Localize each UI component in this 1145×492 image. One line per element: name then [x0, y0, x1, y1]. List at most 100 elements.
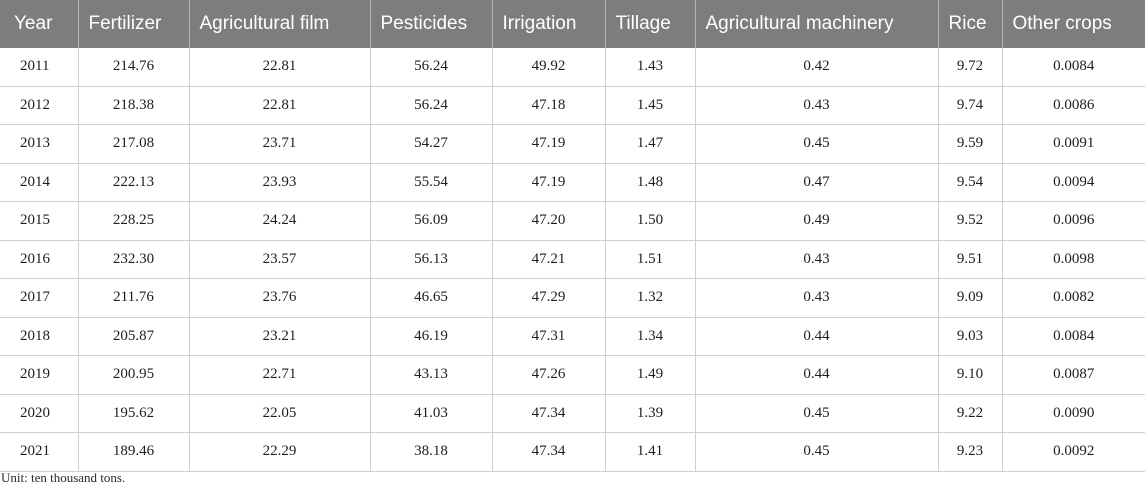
cell-other-crops: 0.0084	[1001, 48, 1145, 87]
cell-fertilizer: 195.62	[77, 394, 189, 433]
cell-agricultural-film: 23.21	[188, 317, 370, 356]
cell-year: 2018	[0, 317, 78, 356]
cell-agricultural-film: 23.57	[188, 240, 370, 279]
cell-rice: 9.54	[937, 163, 1002, 202]
header-cell-other-crops: Other crops	[1001, 0, 1145, 48]
cell-irrigation: 47.18	[491, 86, 605, 125]
cell-rice: 9.74	[937, 86, 1002, 125]
cell-other-crops: 0.0090	[1001, 394, 1145, 433]
cell-agricultural-machinery: 0.42	[694, 48, 938, 87]
cell-irrigation: 49.92	[491, 48, 605, 87]
table-body: 2011 214.76 22.81 56.24 49.92 1.43 0.42 9.72 0.0…	[0, 48, 1145, 472]
cell-agricultural-film: 24.24	[188, 201, 370, 241]
cell-pesticides: 56.09	[369, 201, 492, 241]
cell-agricultural-machinery: 0.49	[694, 201, 938, 241]
cell-agricultural-machinery: 0.43	[694, 240, 938, 279]
cell-fertilizer: 214.76	[77, 48, 189, 87]
cell-rice: 9.72	[937, 48, 1002, 87]
cell-fertilizer: 218.38	[77, 86, 189, 125]
header-cell-tillage: Tillage	[604, 0, 695, 48]
cell-other-crops: 0.0092	[1001, 432, 1145, 472]
header-cell-fertilizer: Fertilizer	[77, 0, 189, 48]
cell-fertilizer: 200.95	[77, 355, 189, 395]
table-footnote: Unit: ten thousand tons.	[1, 470, 126, 485]
header-cell-irrigation: Irrigation	[491, 0, 605, 48]
cell-tillage: 1.41	[604, 432, 695, 472]
table-header: Year Fertilizer Agricultural film Pestic…	[0, 0, 1145, 48]
cell-tillage: 1.34	[604, 317, 695, 356]
cell-irrigation: 47.21	[491, 240, 605, 279]
table-row: 2012 218.38 22.81 56.24 47.18 1.45 0.43 9.74 0.0…	[0, 86, 1145, 125]
cell-agricultural-film: 22.71	[188, 355, 370, 395]
cell-other-crops: 0.0094	[1001, 163, 1145, 202]
table-row: 2015 228.25 24.24 56.09 47.20 1.50 0.49 9.52 0.0…	[0, 201, 1145, 241]
header-cell-pesticides: Pesticides	[369, 0, 492, 48]
header-cell-agricultural-machinery: Agricultural machinery	[694, 0, 938, 48]
cell-irrigation: 47.31	[491, 317, 605, 356]
cell-irrigation: 47.19	[491, 124, 605, 164]
cell-tillage: 1.48	[604, 163, 695, 202]
table-row: 2013 217.08 23.71 54.27 47.19 1.47 0.45 9.59 0.0…	[0, 124, 1145, 164]
cell-tillage: 1.47	[604, 124, 695, 164]
cell-pesticides: 56.24	[369, 48, 492, 87]
header-row: Year Fertilizer Agricultural film Pestic…	[0, 0, 1145, 48]
cell-year: 2019	[0, 355, 78, 395]
cell-rice: 9.22	[937, 394, 1002, 433]
data-table: Year Fertilizer Agricultural film Pestic…	[0, 0, 1145, 472]
table-row: 2020 195.62 22.05 41.03 47.34 1.39 0.45 9.22 0.0…	[0, 394, 1145, 433]
cell-tillage: 1.32	[604, 278, 695, 318]
cell-pesticides: 38.18	[369, 432, 492, 472]
table-row: 2016 232.30 23.57 56.13 47.21 1.51 0.43 9.51 0.0…	[0, 240, 1145, 279]
cell-year: 2013	[0, 124, 78, 164]
header-cell-agricultural-film: Agricultural film	[188, 0, 370, 48]
cell-other-crops: 0.0082	[1001, 278, 1145, 318]
table-row: 2011 214.76 22.81 56.24 49.92 1.43 0.42 9.72 0.0…	[0, 48, 1145, 87]
cell-rice: 9.03	[937, 317, 1002, 356]
cell-year: 2016	[0, 240, 78, 279]
cell-agricultural-film: 22.81	[188, 48, 370, 87]
cell-rice: 9.09	[937, 278, 1002, 318]
cell-irrigation: 47.34	[491, 394, 605, 433]
cell-tillage: 1.51	[604, 240, 695, 279]
cell-irrigation: 47.29	[491, 278, 605, 318]
header-cell-rice: Rice	[937, 0, 1002, 48]
table-row: 2017 211.76 23.76 46.65 47.29 1.32 0.43 9.09 0.0…	[0, 278, 1145, 318]
cell-fertilizer: 228.25	[77, 201, 189, 241]
cell-pesticides: 56.13	[369, 240, 492, 279]
cell-pesticides: 56.24	[369, 86, 492, 125]
cell-agricultural-film: 22.05	[188, 394, 370, 433]
cell-other-crops: 0.0086	[1001, 86, 1145, 125]
table-row: 2021 189.46 22.29 38.18 47.34 1.41 0.45 9.23 0.0…	[0, 432, 1145, 472]
cell-irrigation: 47.34	[491, 432, 605, 472]
cell-rice: 9.10	[937, 355, 1002, 395]
cell-year: 2017	[0, 278, 78, 318]
cell-other-crops: 0.0098	[1001, 240, 1145, 279]
cell-pesticides: 55.54	[369, 163, 492, 202]
cell-agricultural-machinery: 0.43	[694, 278, 938, 318]
cell-other-crops: 0.0084	[1001, 317, 1145, 356]
cell-agricultural-machinery: 0.45	[694, 124, 938, 164]
table-row: 2014 222.13 23.93 55.54 47.19 1.48 0.47 9.54 0.0…	[0, 163, 1145, 202]
cell-other-crops: 0.0096	[1001, 201, 1145, 241]
cell-rice: 9.23	[937, 432, 1002, 472]
cell-agricultural-machinery: 0.44	[694, 355, 938, 395]
header-cell-year: Year	[0, 0, 78, 48]
cell-fertilizer: 211.76	[77, 278, 189, 318]
cell-agricultural-machinery: 0.44	[694, 317, 938, 356]
table-row: 2018 205.87 23.21 46.19 47.31 1.34 0.44 9.03 0.0…	[0, 317, 1145, 356]
cell-agricultural-film: 22.29	[188, 432, 370, 472]
cell-other-crops: 0.0087	[1001, 355, 1145, 395]
cell-tillage: 1.45	[604, 86, 695, 125]
cell-rice: 9.59	[937, 124, 1002, 164]
cell-irrigation: 47.19	[491, 163, 605, 202]
cell-agricultural-film: 22.81	[188, 86, 370, 125]
cell-pesticides: 41.03	[369, 394, 492, 433]
cell-fertilizer: 222.13	[77, 163, 189, 202]
cell-year: 2015	[0, 201, 78, 241]
cell-rice: 9.52	[937, 201, 1002, 241]
cell-pesticides: 46.65	[369, 278, 492, 318]
cell-irrigation: 47.20	[491, 201, 605, 241]
cell-agricultural-film: 23.71	[188, 124, 370, 164]
cell-year: 2020	[0, 394, 78, 433]
cell-tillage: 1.50	[604, 201, 695, 241]
